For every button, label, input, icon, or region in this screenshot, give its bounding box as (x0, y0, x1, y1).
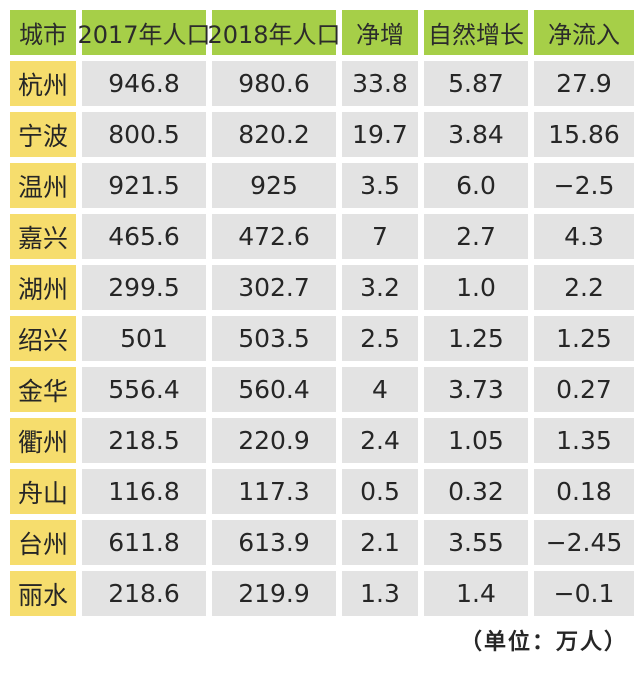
population-2018-cell: 560.4 (212, 367, 336, 412)
header-natural-growth: 自然增长 (424, 10, 528, 55)
population-2018-cell: 925 (212, 163, 336, 208)
population-2017-cell: 921.5 (82, 163, 206, 208)
table-body: 杭州 946.8 980.6 33.8 5.87 27.9 宁波 800.5 820.2 19.7… (10, 61, 634, 616)
city-cell: 宁波 (10, 112, 76, 157)
city-cell: 台州 (10, 520, 76, 565)
population-2018-cell: 302.7 (212, 265, 336, 310)
net-inflow-cell: −0.1 (534, 571, 634, 616)
table-row: 宁波 800.5 820.2 19.7 3.84 15.86 (10, 112, 634, 157)
natural-growth-cell: 3.73 (424, 367, 528, 412)
table-row: 台州 611.8 613.9 2.1 3.55 −2.45 (10, 520, 634, 565)
population-2018-cell: 503.5 (212, 316, 336, 361)
table-row: 温州 921.5 925 3.5 6.0 −2.5 (10, 163, 634, 208)
header-population-2017: 2017年人口 (77, 10, 211, 55)
city-cell: 湖州 (10, 265, 76, 310)
table-row: 舟山 116.8 117.3 0.5 0.32 0.18 (10, 469, 634, 514)
city-cell: 丽水 (10, 571, 76, 616)
natural-growth-cell: 3.84 (424, 112, 528, 157)
natural-growth-cell: 1.25 (424, 316, 528, 361)
net-increase-cell: 7 (342, 214, 418, 259)
city-cell: 嘉兴 (10, 214, 76, 259)
population-2017-cell: 299.5 (82, 265, 206, 310)
population-2017-cell: 556.4 (82, 367, 206, 412)
net-inflow-cell: 1.35 (534, 418, 634, 463)
natural-growth-cell: 1.4 (424, 571, 528, 616)
net-increase-cell: 3.2 (342, 265, 418, 310)
header-population-2018: 2018年人口 (207, 10, 341, 55)
net-increase-cell: 2.4 (342, 418, 418, 463)
population-2018-cell: 820.2 (212, 112, 336, 157)
net-increase-cell: 4 (342, 367, 418, 412)
unit-note: （单位：万人） (459, 630, 628, 655)
population-2018-cell: 117.3 (212, 469, 336, 514)
net-inflow-cell: 15.86 (534, 112, 634, 157)
header-net-increase: 净增 (342, 10, 418, 55)
population-2018-cell: 613.9 (212, 520, 336, 565)
table-header-row: 城市 2017年人口 2018年人口 净增 自然增长 净流入 (10, 10, 634, 55)
natural-growth-cell: 0.32 (424, 469, 528, 514)
table-row: 绍兴 501 503.5 2.5 1.25 1.25 (10, 316, 634, 361)
natural-growth-cell: 1.05 (424, 418, 528, 463)
table-row: 嘉兴 465.6 472.6 7 2.7 4.3 (10, 214, 634, 259)
net-inflow-cell: 2.2 (534, 265, 634, 310)
net-increase-cell: 2.1 (342, 520, 418, 565)
net-increase-cell: 2.5 (342, 316, 418, 361)
header-city: 城市 (10, 10, 76, 55)
population-2017-cell: 218.5 (82, 418, 206, 463)
population-2018-cell: 472.6 (212, 214, 336, 259)
city-cell: 金华 (10, 367, 76, 412)
population-2018-cell: 980.6 (212, 61, 336, 106)
population-table: 城市 2017年人口 2018年人口 净增 自然增长 净流入 杭州 946.8 98… (10, 10, 634, 622)
net-inflow-cell: −2.5 (534, 163, 634, 208)
net-inflow-cell: 0.27 (534, 367, 634, 412)
population-2017-cell: 218.6 (82, 571, 206, 616)
net-inflow-cell: −2.45 (534, 520, 634, 565)
header-net-inflow: 净流入 (534, 10, 634, 55)
natural-growth-cell: 5.87 (424, 61, 528, 106)
population-2018-cell: 220.9 (212, 418, 336, 463)
city-cell: 舟山 (10, 469, 76, 514)
net-increase-cell: 19.7 (342, 112, 418, 157)
net-inflow-cell: 4.3 (534, 214, 634, 259)
net-increase-cell: 0.5 (342, 469, 418, 514)
population-2017-cell: 465.6 (82, 214, 206, 259)
population-2017-cell: 501 (82, 316, 206, 361)
net-increase-cell: 3.5 (342, 163, 418, 208)
net-inflow-cell: 0.18 (534, 469, 634, 514)
table-row: 湖州 299.5 302.7 3.2 1.0 2.2 (10, 265, 634, 310)
natural-growth-cell: 6.0 (424, 163, 528, 208)
net-increase-cell: 33.8 (342, 61, 418, 106)
city-cell: 衢州 (10, 418, 76, 463)
table-row: 衢州 218.5 220.9 2.4 1.05 1.35 (10, 418, 634, 463)
population-2017-cell: 800.5 (82, 112, 206, 157)
city-cell: 杭州 (10, 61, 76, 106)
net-increase-cell: 1.3 (342, 571, 418, 616)
city-cell: 绍兴 (10, 316, 76, 361)
table-row: 杭州 946.8 980.6 33.8 5.87 27.9 (10, 61, 634, 106)
population-2017-cell: 946.8 (82, 61, 206, 106)
population-2017-cell: 611.8 (82, 520, 206, 565)
population-2017-cell: 116.8 (82, 469, 206, 514)
table-row: 丽水 218.6 219.9 1.3 1.4 −0.1 (10, 571, 634, 616)
city-cell: 温州 (10, 163, 76, 208)
population-2018-cell: 219.9 (212, 571, 336, 616)
natural-growth-cell: 2.7 (424, 214, 528, 259)
net-inflow-cell: 1.25 (534, 316, 634, 361)
net-inflow-cell: 27.9 (534, 61, 634, 106)
table-row: 金华 556.4 560.4 4 3.73 0.27 (10, 367, 634, 412)
natural-growth-cell: 3.55 (424, 520, 528, 565)
natural-growth-cell: 1.0 (424, 265, 528, 310)
